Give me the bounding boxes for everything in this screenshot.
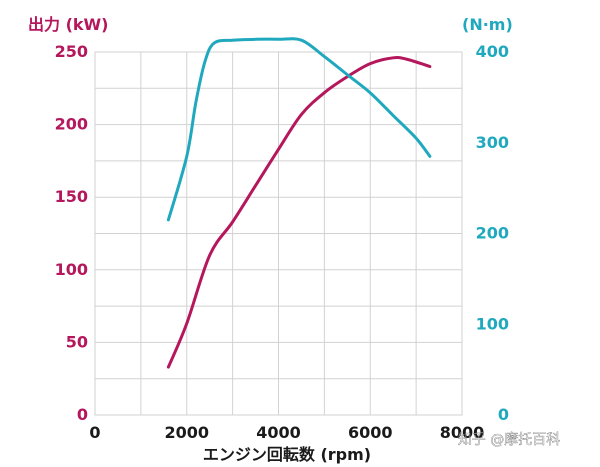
rpm-tick-label: 8000 xyxy=(440,423,485,442)
rpm-tick-label: 4000 xyxy=(256,423,301,442)
torque-tick-label: 0 xyxy=(498,405,509,424)
torque-curve xyxy=(166,37,432,222)
rpm-tick-label: 2000 xyxy=(164,423,209,442)
grid xyxy=(95,52,462,415)
power-tick-label: 200 xyxy=(55,115,88,134)
power-tick-label: 250 xyxy=(55,42,88,61)
power-tick-label: 50 xyxy=(66,332,88,351)
power-tick-label: 0 xyxy=(77,405,88,424)
power-curve xyxy=(166,56,432,369)
power-tick-label: 100 xyxy=(55,260,88,279)
torque-axis-ticks: 0 100 200 300 400 xyxy=(476,42,509,424)
rpm-axis-label: エンジン回転数 (rpm) xyxy=(203,445,371,464)
torque-tick-label: 200 xyxy=(476,224,509,243)
rpm-tick-label: 0 xyxy=(89,423,100,442)
power-axis-ticks: 0 50 100 150 200 250 xyxy=(55,42,88,424)
torque-tick-label: 100 xyxy=(476,314,509,333)
rpm-axis-ticks: 0 2000 4000 6000 8000 xyxy=(89,423,484,442)
power-axis-label: 出力 (kW) xyxy=(28,15,109,34)
power-tick-label: 150 xyxy=(55,187,88,206)
torque-tick-label: 400 xyxy=(476,42,509,61)
watermark: 知乎 @摩托百科 xyxy=(458,431,560,448)
torque-axis-label: (N·m) xyxy=(462,15,513,34)
rpm-tick-label: 6000 xyxy=(348,423,393,442)
series-layer xyxy=(166,37,432,369)
torque-tick-label: 300 xyxy=(476,133,509,152)
